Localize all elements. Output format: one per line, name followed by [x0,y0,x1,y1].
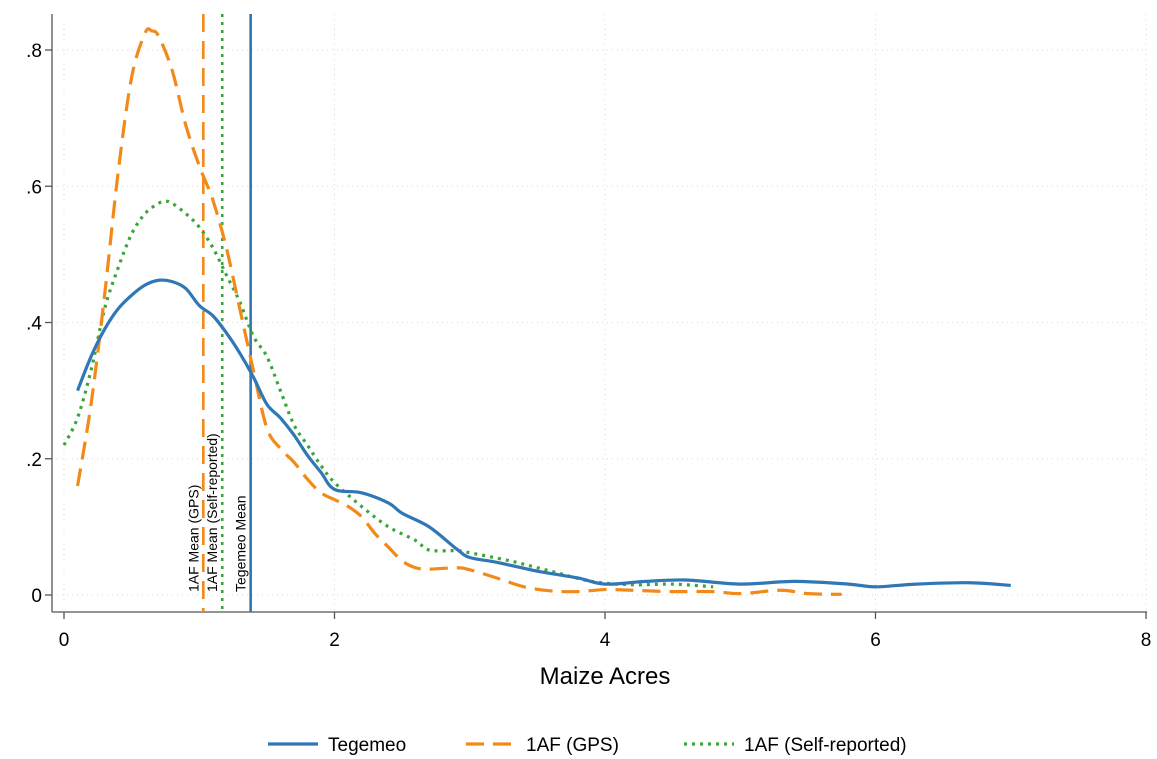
series [62,27,1011,596]
x-tick-label: 2 [329,630,340,651]
legend-label: Tegemeo [328,735,406,756]
x-axis-title: Maize Acres [540,663,671,690]
series-line-1af-self-reported [62,199,714,589]
reference-line-label: Tegemeo Mean [233,495,249,592]
reference-line-label: 1AF Mean (GPS) [185,485,201,592]
series-line-1af-gps [75,27,842,596]
reference-lines: 1AF Mean (GPS) 1AF Mean (Self-reported) Te… [185,14,252,612]
legend-label: 1AF (GPS) [526,735,619,756]
legend-label: 1AF (Self-reported) [744,735,907,756]
y-tick-label: .4 [26,314,42,335]
series-line-tegemeo [76,278,1011,589]
x-tick-label: 0 [59,630,70,651]
x-tick-label: 6 [870,630,881,651]
y-tick-label: .6 [26,177,42,198]
axes: 0 .2 .4 .6 .8 0 2 4 6 8 [26,14,1151,651]
legend: Tegemeo 1AF (GPS) 1AF (Self-reported) [268,735,907,756]
x-tick-label: 8 [1141,630,1152,651]
reference-line-label: 1AF Mean (Self-reported) [204,433,220,592]
x-tick-label: 4 [600,630,611,651]
y-tick-label: .8 [26,41,42,62]
y-tick-label: .2 [26,450,42,471]
y-tick-label: 0 [31,586,42,607]
